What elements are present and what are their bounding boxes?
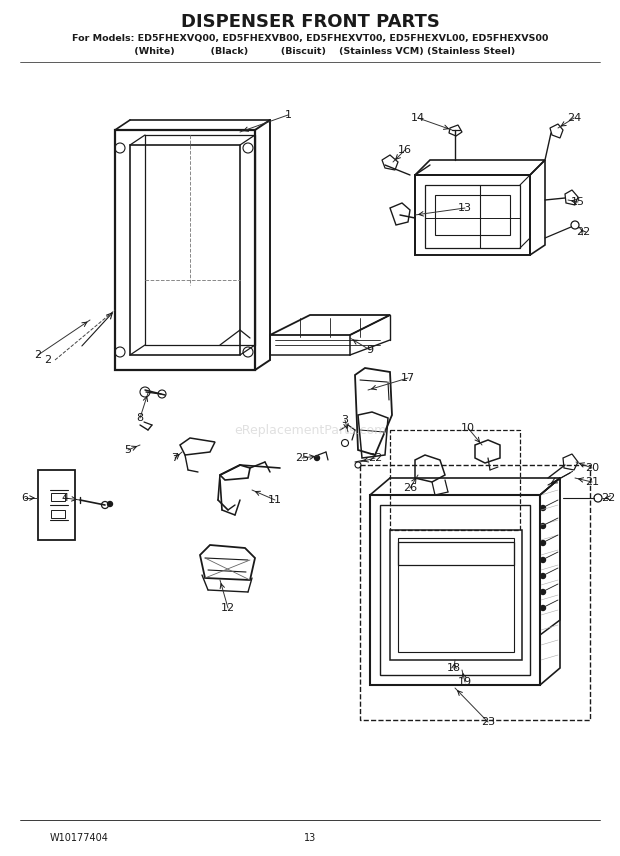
Text: 4: 4 [61,493,69,503]
Text: (White)           (Black)          (Biscuit)    (Stainless VCM) (Stainless Steel: (White) (Black) (Biscuit) (Stainless VCM… [105,46,515,56]
Text: eReplacementParts.com: eReplacementParts.com [234,424,386,437]
Text: 14: 14 [411,113,425,123]
Circle shape [541,605,546,610]
Text: 11: 11 [268,495,282,505]
Text: 2: 2 [45,355,51,365]
Text: 17: 17 [401,373,415,383]
Text: 1: 1 [285,110,291,120]
Text: 12: 12 [221,603,235,613]
Text: 2: 2 [35,350,42,360]
Text: 25: 25 [295,453,309,463]
Circle shape [541,557,546,562]
Text: 8: 8 [136,413,144,423]
Circle shape [541,540,546,545]
Text: 26: 26 [403,483,417,493]
Text: 18: 18 [447,663,461,673]
Text: 23: 23 [481,717,495,727]
Circle shape [541,524,546,528]
Text: 22: 22 [368,453,382,463]
Text: 20: 20 [585,463,599,473]
Text: 19: 19 [458,677,472,687]
Circle shape [541,506,546,510]
Text: 13: 13 [458,203,472,213]
Text: 3: 3 [342,415,348,425]
Circle shape [314,455,319,461]
Circle shape [541,590,546,595]
Text: 22: 22 [601,493,615,503]
Text: 10: 10 [461,423,475,433]
Text: 16: 16 [398,145,412,155]
Text: 13: 13 [304,833,316,843]
Text: 15: 15 [571,197,585,207]
Bar [51,510,65,518]
Text: DISPENSER FRONT PARTS: DISPENSER FRONT PARTS [180,13,440,31]
Text: 9: 9 [366,345,374,355]
Text: 22: 22 [576,227,590,237]
Bar [390,430,520,530]
Text: 5: 5 [125,445,131,455]
Bar [360,465,590,720]
Circle shape [541,574,546,579]
Text: 24: 24 [567,113,581,123]
Text: 21: 21 [585,477,599,487]
Circle shape [107,502,112,507]
Text: 7: 7 [172,453,179,463]
Text: For Models: ED5FHEXVQ00, ED5FHEXVB00, ED5FHEXVT00, ED5FHEXVL00, ED5FHEXVS00: For Models: ED5FHEXVQ00, ED5FHEXVB00, ED… [72,33,548,43]
Text: W10177404: W10177404 [50,833,109,843]
Bar [51,493,65,501]
Text: 6: 6 [22,493,29,503]
